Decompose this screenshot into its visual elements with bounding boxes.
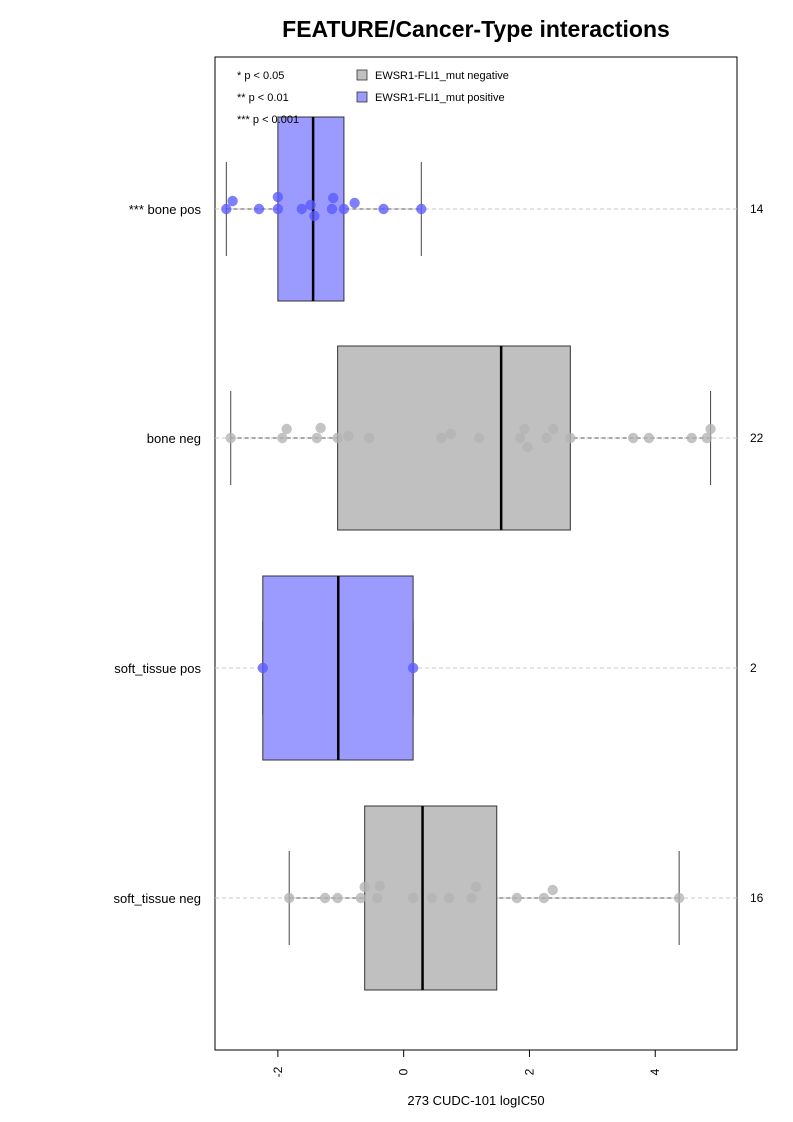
data-point [445,428,457,440]
x-tick-label: 2 [522,1068,536,1075]
data-point [319,892,331,904]
data-point [416,203,427,215]
data-point [359,881,370,893]
data-point [547,884,558,896]
significance-legend-item: *** p < 0.001 [237,114,299,126]
data-point [305,199,316,211]
data-point [470,881,482,893]
legend: * p < 0.05 ** p < 0.01 *** p < 0.001 EWSR1-… [237,69,509,126]
data-point [277,432,288,444]
data-point [221,203,232,215]
data-point [548,423,559,435]
data-point [227,195,238,207]
data-point [332,432,343,444]
data-point [686,432,697,444]
data-point [338,203,350,215]
data-point [281,423,292,435]
data-point [538,892,550,904]
data-point [519,423,530,435]
x-axis-label: 273 CUDC-101 logIC50 [407,1093,544,1108]
group-0: *** bone pos 14 [129,116,764,302]
data-point [372,892,383,904]
data-point [272,203,284,215]
data-point [296,203,307,215]
data-point [355,892,367,904]
data-point [426,892,438,904]
legend-swatch [356,91,368,103]
legend-swatch [356,69,368,81]
data-point [514,432,526,444]
chart-title: FEATURE/Cancer-Type interactions [282,16,670,42]
data-point [643,432,655,444]
data-point [374,880,385,892]
data-point [343,430,354,442]
group-count-label: 16 [750,891,764,905]
data-point [673,892,685,904]
data-point [443,892,455,904]
data-point [407,892,419,904]
legend-label: EWSR1-FLI1_mut positive [375,92,505,104]
data-point [701,432,713,444]
data-point [326,203,338,215]
data-point [628,432,639,444]
data-point [332,892,343,904]
data-point [407,662,419,674]
group-3: soft_tissue neg 16 [114,805,764,991]
data-point [363,432,375,444]
group-label: *** bone pos [129,202,202,217]
group-label: soft_tissue neg [114,891,201,906]
group-1: bone neg 22 [147,345,764,531]
data-point [541,432,552,444]
data-point [284,892,295,904]
data-point [349,197,360,209]
data-point [257,662,268,674]
x-tick-label: -2 [271,1066,285,1077]
data-point [705,423,716,435]
data-point [436,432,447,444]
data-point [378,203,389,215]
data-point [328,192,339,204]
data-point [315,422,326,434]
data-point [225,432,236,444]
data-point [309,210,320,222]
group-label: bone neg [147,431,201,446]
legend-label: EWSR1-FLI1_mut negative [375,70,509,82]
group-count-label: 2 [750,661,757,675]
data-point [473,432,485,444]
group-label: soft_tissue pos [114,661,201,676]
significance-legend-item: ** p < 0.01 [237,92,289,104]
group-count-label: 22 [750,431,764,445]
data-point [565,432,576,444]
group-2: soft_tissue pos 2 [114,575,757,761]
data-point [253,203,265,215]
x-tick-label: 4 [648,1068,662,1075]
group-count-label: 14 [750,202,764,216]
data-point [272,191,284,203]
groups-layer: *** bone pos 14 bone neg 22 soft_tissue pos 2… [114,116,764,991]
x-tick-label: 0 [397,1068,411,1075]
data-point [311,432,323,444]
x-axis: -2 0 2 4 [271,1049,662,1077]
data-point [522,441,533,453]
data-point [466,892,477,904]
significance-legend-item: * p < 0.05 [237,70,284,82]
data-point [511,892,523,904]
